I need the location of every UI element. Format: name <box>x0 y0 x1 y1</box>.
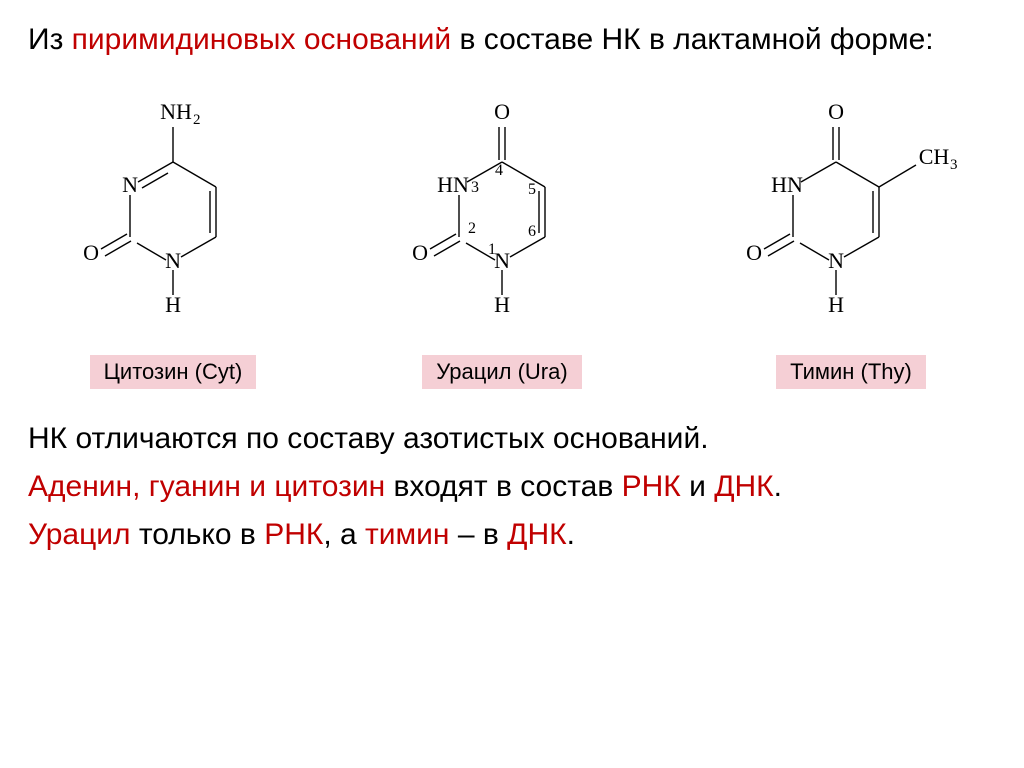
uracil-label: Урацил (Ura) <box>422 355 581 389</box>
svg-text:3: 3 <box>950 157 958 173</box>
svg-text:N: N <box>122 172 138 197</box>
text-highlight: тимин <box>365 518 449 551</box>
svg-text:O: O <box>494 99 510 124</box>
svg-text:5: 5 <box>528 181 536 198</box>
svg-text:O: O <box>828 99 844 124</box>
heading-highlight: пиримидиновых оснований <box>72 23 451 56</box>
svg-text:NH: NH <box>160 99 192 124</box>
uracil-svg: N HN O H O 1 2 3 4 5 6 <box>387 57 617 337</box>
text-highlight: Аденин, гуанин и цитозин <box>28 470 385 503</box>
text-highlight: ДНК <box>714 470 773 503</box>
svg-text:HN: HN <box>437 172 469 197</box>
heading-post: в составе НК в лактамной форме: <box>451 23 934 56</box>
svg-text:2: 2 <box>193 112 201 128</box>
body-text: НК отличаются по составу азотистых основ… <box>28 415 996 559</box>
svg-text:4: 4 <box>495 162 503 179</box>
body-line-3: Урацил только в РНК, а тимин – в ДНК. <box>28 511 996 559</box>
cytosine-label: Цитозин (Cyt) <box>90 355 257 389</box>
structure-cytosine: N N O H NH2 Цитозин (Cyt) <box>58 57 288 389</box>
structure-thymine: N HN O H O CH3 Тимин (Thy) <box>716 57 986 389</box>
heading: Из пиримидиновых оснований в составе НК … <box>28 20 996 61</box>
thymine-svg: N HN O H O CH3 <box>716 57 986 337</box>
svg-text:H: H <box>165 292 181 317</box>
svg-text:H: H <box>828 292 844 317</box>
svg-text:H: H <box>494 292 510 317</box>
text-span: . <box>567 518 575 551</box>
svg-text:O: O <box>746 240 762 265</box>
cytosine-svg: N N O H NH2 <box>58 57 288 337</box>
structures-row: N N O H NH2 Цитозин (Cyt) <box>28 57 996 389</box>
text-span: входят в состав <box>385 470 621 503</box>
text-span: , а <box>323 518 365 551</box>
svg-text:N: N <box>828 248 844 273</box>
svg-text:2: 2 <box>468 220 476 237</box>
text-highlight: РНК <box>264 518 323 551</box>
body-line-2: Аденин, гуанин и цитозин входят в состав… <box>28 463 996 511</box>
text-highlight: Урацил <box>28 518 131 551</box>
svg-text:6: 6 <box>528 223 536 240</box>
svg-text:1: 1 <box>488 241 496 258</box>
body-line-1: НК отличаются по составу азотистых основ… <box>28 415 996 463</box>
thymine-label: Тимин (Thy) <box>776 355 926 389</box>
text-span: . <box>774 470 782 503</box>
slide: Из пиримидиновых оснований в составе НК … <box>0 0 1024 768</box>
text-span: только в <box>131 518 265 551</box>
svg-text:3: 3 <box>471 179 479 196</box>
heading-pre: Из <box>28 23 72 56</box>
svg-text:CH: CH <box>919 144 950 169</box>
svg-text:HN: HN <box>771 172 803 197</box>
text-span: – в <box>450 518 508 551</box>
structure-uracil: N HN O H O 1 2 3 4 5 6 Урацил (Ura) <box>387 57 617 389</box>
text-highlight: РНК <box>622 470 681 503</box>
svg-text:N: N <box>494 248 510 273</box>
text-highlight: ДНК <box>507 518 566 551</box>
text-span: и <box>681 470 714 503</box>
svg-text:N: N <box>165 248 181 273</box>
svg-text:O: O <box>412 240 428 265</box>
svg-text:O: O <box>83 240 99 265</box>
